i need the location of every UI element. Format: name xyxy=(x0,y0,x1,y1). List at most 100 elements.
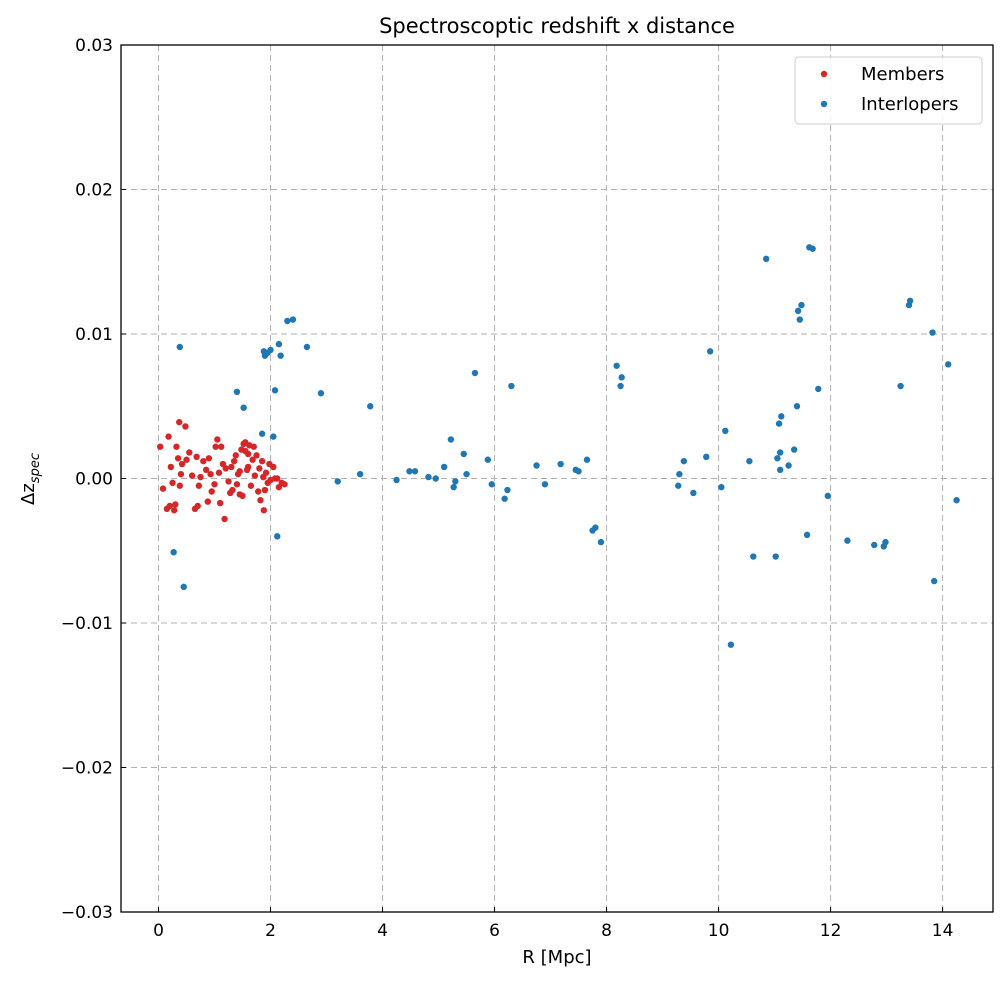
chart-title: Spectroscoptic redshift x distance xyxy=(379,14,735,38)
point-interlopers xyxy=(504,486,511,494)
point-interlopers xyxy=(471,369,479,377)
point-members xyxy=(255,488,262,495)
point-interlopers xyxy=(776,449,784,456)
point-members xyxy=(171,507,178,514)
point-members xyxy=(218,443,225,450)
legend-label-interlopers: Interlopers xyxy=(861,94,959,115)
point-interlopers xyxy=(794,307,802,315)
point-interlopers xyxy=(277,352,284,359)
point-members xyxy=(257,496,264,504)
point-members xyxy=(233,481,241,488)
point-interlopers xyxy=(240,404,247,411)
point-members xyxy=(247,482,255,489)
point-interlopers xyxy=(796,316,803,323)
y-tick-label: 0.03 xyxy=(75,36,113,56)
axis-ticks: 0 2 4 6 8 10 12 14 −0.03 −0.02 −0.01 0.00 0.01 0.02 0.… xyxy=(61,36,954,941)
grid-lines xyxy=(121,45,993,912)
point-members xyxy=(165,433,172,440)
point-members xyxy=(211,481,218,488)
point-interlopers xyxy=(897,382,904,390)
point-interlopers xyxy=(592,524,599,531)
point-members xyxy=(249,456,256,463)
x-tick-label: 10 xyxy=(708,921,730,941)
point-interlopers xyxy=(271,387,279,394)
point-interlopers xyxy=(750,553,757,560)
legend-label-members: Members xyxy=(861,64,944,85)
point-interlopers xyxy=(583,456,591,463)
point-interlopers xyxy=(317,390,325,397)
x-tick-label: 14 xyxy=(932,921,954,941)
point-interlopers xyxy=(275,340,283,348)
point-members xyxy=(195,482,203,489)
point-members xyxy=(200,457,207,465)
x-tick-label: 2 xyxy=(265,921,276,941)
point-interlopers xyxy=(882,538,889,546)
point-interlopers xyxy=(425,473,432,481)
point-interlopers xyxy=(452,478,459,485)
data-points xyxy=(157,244,960,648)
y-axis-label-sub: spec xyxy=(28,453,43,483)
point-interlopers xyxy=(930,577,938,585)
point-members xyxy=(221,515,228,523)
point-members xyxy=(260,507,268,514)
legend-marker-members xyxy=(820,70,828,78)
point-interlopers xyxy=(762,255,770,263)
point-interlopers xyxy=(170,548,177,556)
point-interlopers xyxy=(676,470,683,478)
point-interlopers xyxy=(447,436,455,443)
point-members xyxy=(236,468,243,475)
point-members xyxy=(186,449,193,456)
point-interlopers xyxy=(270,433,277,440)
point-members xyxy=(244,463,252,471)
x-tick-label: 12 xyxy=(820,921,842,941)
point-interlopers xyxy=(557,460,564,468)
point-interlopers xyxy=(233,388,241,395)
legend-box xyxy=(794,56,983,125)
point-interlopers xyxy=(944,361,952,368)
point-interlopers xyxy=(746,457,753,465)
y-tick-label: 0.01 xyxy=(75,325,113,345)
point-interlopers xyxy=(463,470,470,478)
point-interlopers xyxy=(267,346,274,354)
y-axis-label-main: Δz xyxy=(18,483,39,505)
point-members xyxy=(177,470,185,478)
point-members xyxy=(197,473,204,481)
point-members xyxy=(274,475,281,482)
point-interlopers xyxy=(809,245,816,252)
point-interlopers xyxy=(303,343,311,351)
point-interlopers xyxy=(690,489,697,497)
point-interlopers xyxy=(393,476,400,484)
point-members xyxy=(214,436,221,443)
point-interlopers xyxy=(613,362,620,369)
point-interlopers xyxy=(722,427,729,435)
point-interlopers xyxy=(258,430,266,437)
y-tick-label: −0.03 xyxy=(61,903,113,923)
point-interlopers xyxy=(289,316,297,323)
point-interlopers xyxy=(906,297,914,304)
point-members xyxy=(239,492,246,500)
y-tick-label: 0.02 xyxy=(75,181,113,201)
point-interlopers xyxy=(501,495,508,502)
point-interlopers xyxy=(432,475,439,482)
point-members xyxy=(229,486,236,494)
point-interlopers xyxy=(356,470,364,478)
point-interlopers xyxy=(703,453,710,461)
point-interlopers xyxy=(774,455,781,462)
point-members xyxy=(253,452,260,459)
point-members xyxy=(261,486,269,494)
point-interlopers xyxy=(484,456,492,463)
point-members xyxy=(204,498,212,505)
point-members xyxy=(258,457,266,465)
point-interlopers xyxy=(617,382,624,390)
point-interlopers xyxy=(575,468,582,475)
point-interlopers xyxy=(541,481,549,488)
point-interlopers xyxy=(488,481,495,488)
point-members xyxy=(230,457,238,465)
point-interlopers xyxy=(675,482,682,489)
point-members xyxy=(172,501,179,508)
x-axis-label: R [Mpc] xyxy=(522,947,591,968)
point-interlopers xyxy=(176,343,184,351)
point-interlopers xyxy=(785,462,792,469)
point-members xyxy=(176,418,183,426)
point-interlopers xyxy=(793,403,801,410)
